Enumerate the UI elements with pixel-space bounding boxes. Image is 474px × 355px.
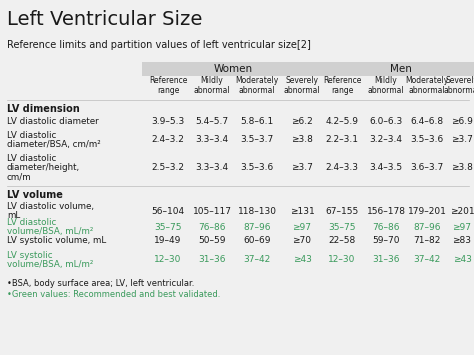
Text: Moderately
abnormal: Moderately abnormal bbox=[236, 76, 279, 95]
Text: 3.3–3.4: 3.3–3.4 bbox=[195, 136, 228, 144]
Text: ≥3.7: ≥3.7 bbox=[291, 163, 313, 172]
Text: 22–58: 22–58 bbox=[328, 236, 356, 245]
Text: ≥43: ≥43 bbox=[453, 256, 472, 264]
Text: •Green values: Recommended and best validated.: •Green values: Recommended and best vali… bbox=[7, 290, 220, 299]
Text: 105–117: 105–117 bbox=[192, 207, 231, 215]
Text: ≥3.8: ≥3.8 bbox=[291, 136, 313, 144]
Text: Moderately
abnormal: Moderately abnormal bbox=[405, 76, 448, 95]
Text: LV diastolic volume,: LV diastolic volume, bbox=[7, 202, 94, 211]
Text: LV dimension: LV dimension bbox=[7, 104, 80, 114]
Text: Severely
abnormal: Severely abnormal bbox=[444, 76, 474, 95]
Text: 179–201: 179–201 bbox=[408, 207, 447, 215]
Text: Reference
range: Reference range bbox=[149, 76, 187, 95]
Text: 76–86: 76–86 bbox=[198, 223, 226, 231]
Text: LV diastolic: LV diastolic bbox=[7, 154, 56, 163]
Text: 3.5–3.6: 3.5–3.6 bbox=[410, 136, 444, 144]
Text: 67–155: 67–155 bbox=[325, 207, 359, 215]
Text: 76–86: 76–86 bbox=[372, 223, 400, 231]
Text: diameter/height,: diameter/height, bbox=[7, 163, 80, 172]
Text: Reference
range: Reference range bbox=[323, 76, 361, 95]
Text: 50–59: 50–59 bbox=[198, 236, 226, 245]
Text: Severely
abnormal: Severely abnormal bbox=[283, 76, 320, 95]
Text: LV systolic: LV systolic bbox=[7, 251, 53, 260]
Text: 12–30: 12–30 bbox=[155, 256, 182, 264]
Text: LV diastolic diameter: LV diastolic diameter bbox=[7, 117, 99, 126]
Text: Mildly
abnormal: Mildly abnormal bbox=[194, 76, 230, 95]
Text: 35–75: 35–75 bbox=[328, 223, 356, 231]
Text: ≥6.2: ≥6.2 bbox=[291, 117, 313, 126]
Text: Women: Women bbox=[213, 64, 253, 74]
Text: 2.4–3.3: 2.4–3.3 bbox=[326, 163, 358, 172]
Text: 3.6–3.7: 3.6–3.7 bbox=[410, 163, 444, 172]
Text: 118–130: 118–130 bbox=[237, 207, 276, 215]
Text: Men: Men bbox=[390, 64, 412, 74]
Text: ≥70: ≥70 bbox=[292, 236, 311, 245]
Text: Mildly
abnormal: Mildly abnormal bbox=[368, 76, 404, 95]
Text: 3.9–5.3: 3.9–5.3 bbox=[151, 117, 185, 126]
Text: LV diastolic: LV diastolic bbox=[7, 131, 56, 140]
Text: 37–42: 37–42 bbox=[413, 256, 441, 264]
Text: ≥6.9: ≥6.9 bbox=[451, 117, 473, 126]
Text: 35–75: 35–75 bbox=[154, 223, 182, 231]
Text: 2.4–3.2: 2.4–3.2 bbox=[152, 136, 184, 144]
Text: 71–82: 71–82 bbox=[413, 236, 441, 245]
Text: Left Ventricular Size: Left Ventricular Size bbox=[7, 10, 202, 29]
Text: mL: mL bbox=[7, 211, 20, 220]
Text: ≥83: ≥83 bbox=[453, 236, 472, 245]
Text: 12–30: 12–30 bbox=[328, 256, 356, 264]
Text: LV systolic volume, mL: LV systolic volume, mL bbox=[7, 236, 106, 245]
Text: ≥201: ≥201 bbox=[450, 207, 474, 215]
FancyBboxPatch shape bbox=[142, 62, 324, 76]
Text: 2.5–3.2: 2.5–3.2 bbox=[152, 163, 184, 172]
Text: 31–36: 31–36 bbox=[198, 256, 226, 264]
Text: 87–96: 87–96 bbox=[243, 223, 271, 231]
Text: 37–42: 37–42 bbox=[243, 256, 271, 264]
Text: 56–104: 56–104 bbox=[151, 207, 184, 215]
Text: cm/m: cm/m bbox=[7, 172, 32, 181]
Text: 3.4–3.5: 3.4–3.5 bbox=[369, 163, 402, 172]
Text: ≥3.7: ≥3.7 bbox=[451, 136, 473, 144]
Text: 59–70: 59–70 bbox=[372, 236, 400, 245]
Text: 4.2–5.9: 4.2–5.9 bbox=[326, 117, 358, 126]
Text: 156–178: 156–178 bbox=[366, 207, 405, 215]
Text: diameter/BSA, cm/m²: diameter/BSA, cm/m² bbox=[7, 140, 101, 149]
Text: 3.5–3.7: 3.5–3.7 bbox=[240, 136, 273, 144]
Text: LV volume: LV volume bbox=[7, 190, 63, 200]
FancyBboxPatch shape bbox=[320, 62, 474, 76]
Text: 60–69: 60–69 bbox=[243, 236, 271, 245]
Text: •BSA, body surface area; LV, left ventricular.: •BSA, body surface area; LV, left ventri… bbox=[7, 279, 194, 288]
Text: 5.8–6.1: 5.8–6.1 bbox=[240, 117, 273, 126]
Text: 6.4–6.8: 6.4–6.8 bbox=[410, 117, 444, 126]
Text: 3.3–3.4: 3.3–3.4 bbox=[195, 163, 228, 172]
Text: 3.5–3.6: 3.5–3.6 bbox=[240, 163, 273, 172]
Text: Reference limits and partition values of left ventricular size[2]: Reference limits and partition values of… bbox=[7, 40, 311, 50]
Text: ≥131: ≥131 bbox=[290, 207, 314, 215]
Text: ≥43: ≥43 bbox=[292, 256, 311, 264]
Text: volume/BSA, mL/m²: volume/BSA, mL/m² bbox=[7, 227, 93, 236]
Text: volume/BSA, mL/m²: volume/BSA, mL/m² bbox=[7, 260, 93, 269]
Text: 6.0–6.3: 6.0–6.3 bbox=[369, 117, 402, 126]
Text: 87–96: 87–96 bbox=[413, 223, 441, 231]
Text: 3.2–3.4: 3.2–3.4 bbox=[370, 136, 402, 144]
Text: LV diastolic: LV diastolic bbox=[7, 218, 56, 227]
Text: 5.4–5.7: 5.4–5.7 bbox=[195, 117, 228, 126]
Text: 2.2–3.1: 2.2–3.1 bbox=[326, 136, 358, 144]
Text: ≥97: ≥97 bbox=[453, 223, 472, 231]
Text: 19–49: 19–49 bbox=[155, 236, 182, 245]
Text: ≥97: ≥97 bbox=[292, 223, 311, 231]
Text: 31–36: 31–36 bbox=[372, 256, 400, 264]
Text: ≥3.8: ≥3.8 bbox=[451, 163, 473, 172]
